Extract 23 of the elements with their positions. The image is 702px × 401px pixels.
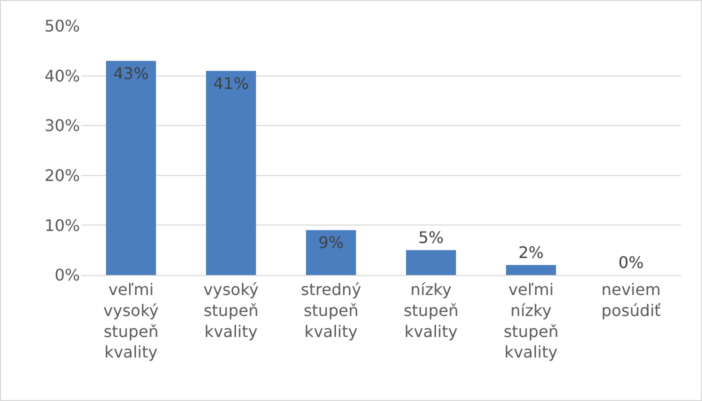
y-tick-label: 20% bbox=[44, 166, 80, 185]
bar bbox=[306, 230, 356, 275]
data-label: 2% bbox=[518, 243, 544, 262]
y-tick-label: 0% bbox=[54, 266, 80, 285]
x-tick-label: vysoký stupeň kvality bbox=[203, 280, 259, 341]
bar bbox=[106, 60, 156, 275]
y-tick-label: 50% bbox=[44, 16, 80, 36]
data-label: 0% bbox=[618, 253, 644, 272]
y-tick-label: 10% bbox=[44, 216, 80, 235]
data-label: 43% bbox=[113, 64, 149, 83]
data-label: 9% bbox=[318, 233, 344, 252]
x-tick-label: stredný stupeň kvality bbox=[300, 280, 362, 341]
y-tick-label: 40% bbox=[44, 66, 80, 86]
data-label: 5% bbox=[418, 228, 444, 248]
bar bbox=[406, 250, 456, 275]
data-label: 41% bbox=[213, 74, 249, 93]
y-tick-label: 30% bbox=[44, 116, 80, 136]
x-tick-label: veľmi vysoký stupeň kvality bbox=[103, 280, 159, 362]
bar bbox=[506, 265, 556, 275]
x-tick-label: nízky stupeň kvality bbox=[404, 280, 458, 341]
x-tick-label: veľmi nízky stupeň kvality bbox=[504, 280, 558, 362]
x-tick-label: neviem posúdiť bbox=[601, 280, 661, 320]
bar bbox=[206, 70, 256, 275]
